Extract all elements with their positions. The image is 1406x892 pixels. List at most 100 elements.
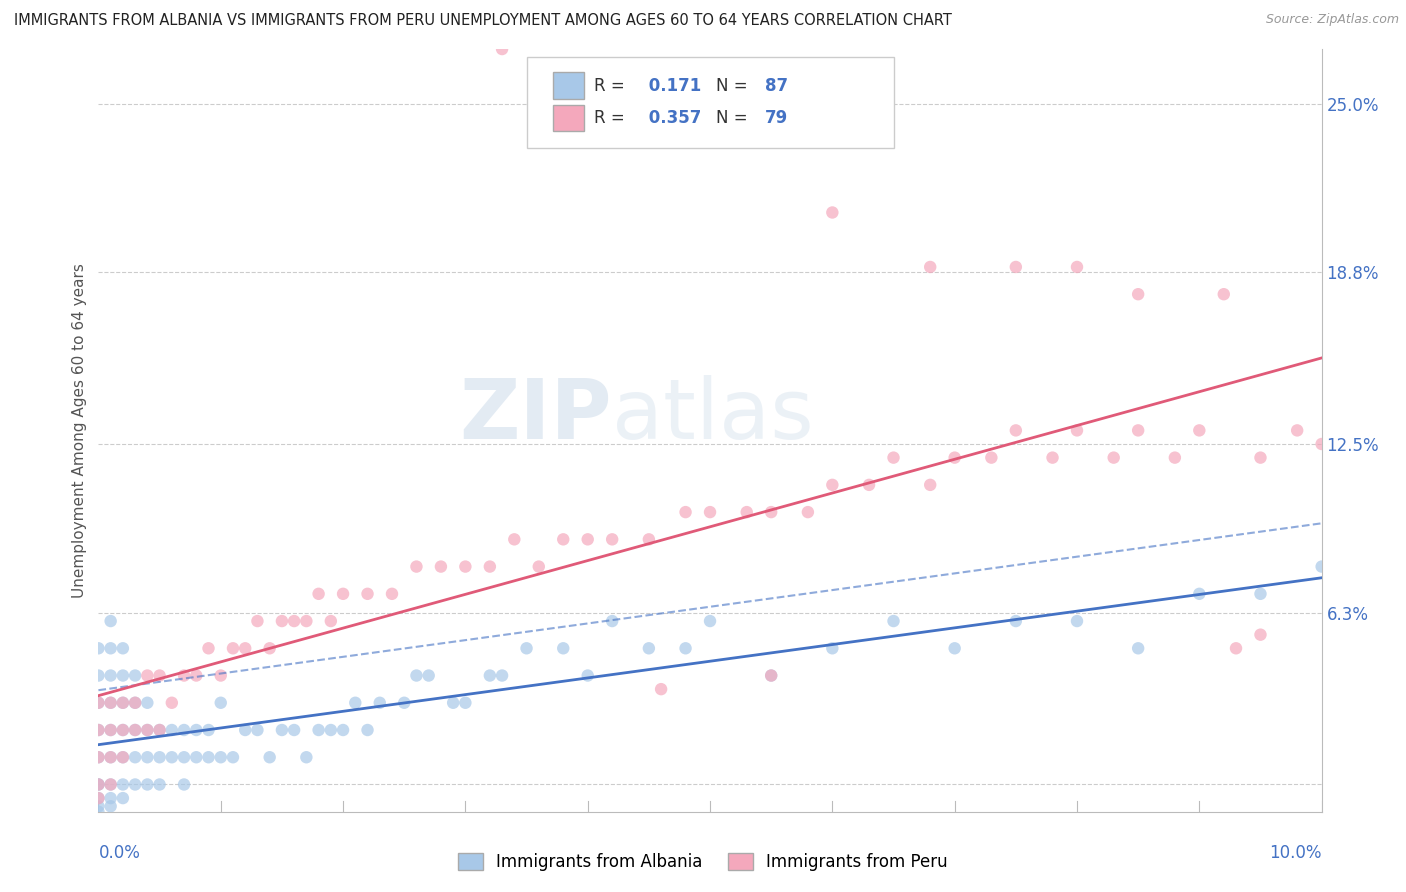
- Point: [319, 614, 342, 628]
- Point: [100, 696, 122, 710]
- Point: [259, 750, 281, 764]
- Point: [124, 723, 146, 737]
- Point: [197, 750, 219, 764]
- Point: [100, 668, 122, 682]
- Point: [136, 668, 159, 682]
- Point: [87, 805, 110, 819]
- Point: [821, 478, 844, 492]
- Point: [430, 559, 453, 574]
- Point: [124, 750, 146, 764]
- Point: [173, 723, 195, 737]
- Point: [100, 614, 122, 628]
- Point: [1249, 587, 1271, 601]
- Point: [600, 533, 623, 547]
- Point: [356, 587, 378, 601]
- Text: 10.0%: 10.0%: [1270, 845, 1322, 863]
- Point: [1004, 424, 1026, 438]
- Point: [735, 505, 758, 519]
- Point: [1042, 450, 1064, 465]
- Point: [233, 723, 256, 737]
- Point: [418, 668, 440, 682]
- Point: [209, 696, 232, 710]
- Point: [1102, 450, 1125, 465]
- Point: [516, 641, 538, 656]
- Point: [759, 505, 782, 519]
- Text: 0.357: 0.357: [643, 109, 702, 127]
- Point: [87, 791, 110, 805]
- Legend: Immigrants from Albania, Immigrants from Peru: Immigrants from Albania, Immigrants from…: [450, 845, 956, 880]
- Point: [100, 750, 122, 764]
- Point: [173, 668, 195, 682]
- Text: 79: 79: [765, 109, 789, 127]
- Point: [980, 450, 1002, 465]
- Point: [392, 696, 416, 710]
- Point: [149, 750, 172, 764]
- Point: [87, 723, 110, 737]
- Point: [821, 641, 844, 656]
- Text: R =: R =: [593, 109, 630, 127]
- Point: [222, 641, 245, 656]
- Point: [87, 750, 110, 764]
- Point: [1188, 587, 1211, 601]
- Point: [124, 668, 146, 682]
- Point: [1249, 450, 1271, 465]
- Point: [136, 750, 159, 764]
- Point: [368, 696, 391, 710]
- Point: [124, 696, 146, 710]
- Point: [883, 450, 905, 465]
- Point: [87, 777, 110, 791]
- Point: [100, 723, 122, 737]
- FancyBboxPatch shape: [554, 72, 583, 99]
- Point: [1286, 424, 1309, 438]
- Point: [149, 723, 172, 737]
- Point: [332, 723, 354, 737]
- Point: [111, 750, 134, 764]
- Point: [87, 723, 110, 737]
- Point: [111, 696, 134, 710]
- Point: [136, 723, 159, 737]
- Point: [478, 668, 501, 682]
- Text: N =: N =: [716, 109, 754, 127]
- Point: [111, 777, 134, 791]
- Point: [1249, 628, 1271, 642]
- Point: [356, 723, 378, 737]
- Point: [111, 723, 134, 737]
- Point: [920, 260, 942, 274]
- Point: [308, 587, 330, 601]
- Point: [136, 723, 159, 737]
- Point: [1128, 641, 1150, 656]
- Point: [1310, 437, 1333, 451]
- Point: [405, 668, 427, 682]
- Point: [149, 777, 172, 791]
- Point: [943, 450, 966, 465]
- Text: N =: N =: [716, 77, 754, 95]
- Point: [111, 668, 134, 682]
- Point: [270, 723, 292, 737]
- Point: [186, 750, 208, 764]
- FancyBboxPatch shape: [554, 104, 583, 131]
- Point: [650, 682, 672, 697]
- Point: [173, 750, 195, 764]
- Point: [1004, 614, 1026, 628]
- Point: [454, 696, 477, 710]
- Point: [136, 777, 159, 791]
- Point: [1004, 260, 1026, 274]
- Point: [87, 777, 110, 791]
- Point: [759, 668, 782, 682]
- Point: [100, 777, 122, 791]
- Point: [527, 559, 550, 574]
- Point: [381, 587, 404, 601]
- Point: [87, 668, 110, 682]
- Point: [576, 668, 599, 682]
- Point: [160, 696, 183, 710]
- Point: [454, 559, 477, 574]
- Y-axis label: Unemployment Among Ages 60 to 64 years: Unemployment Among Ages 60 to 64 years: [72, 263, 87, 598]
- Point: [675, 641, 697, 656]
- Point: [1310, 559, 1333, 574]
- Point: [1128, 287, 1150, 301]
- Text: 87: 87: [765, 77, 789, 95]
- Point: [295, 614, 318, 628]
- Point: [100, 696, 122, 710]
- Point: [111, 696, 134, 710]
- Point: [491, 668, 513, 682]
